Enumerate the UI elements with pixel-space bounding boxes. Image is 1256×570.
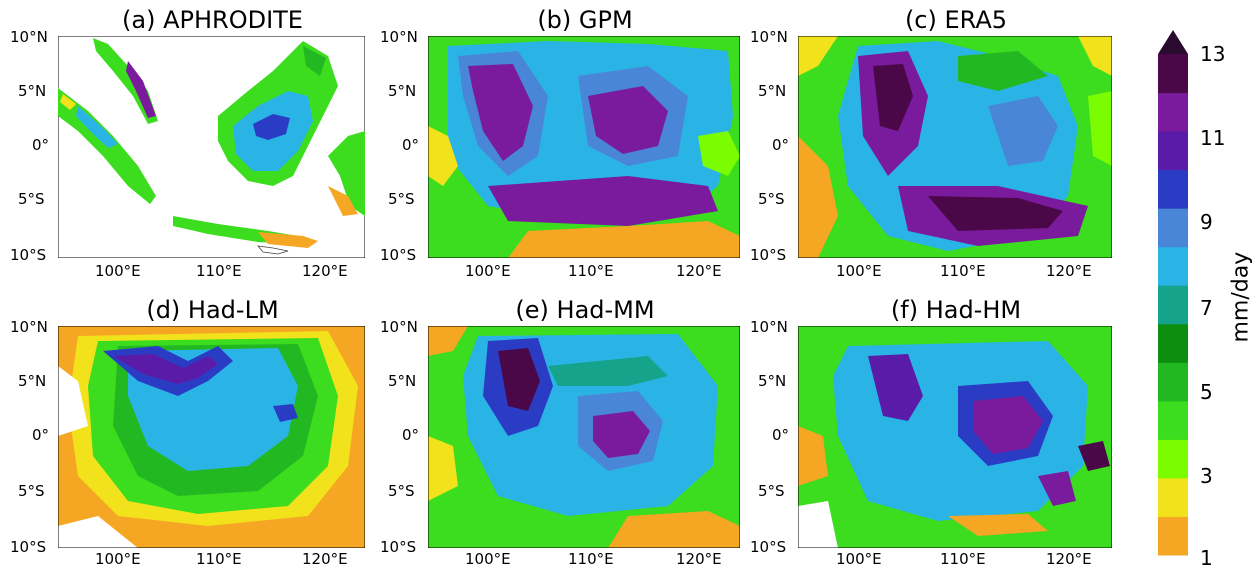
colorbar-segment [1158,92,1188,132]
lat-tick: 10°S [750,538,787,556]
lon-tick: 110°E [196,262,242,280]
lat-tick: 5°S [758,190,785,208]
colorbar-tick: 7 [1200,296,1213,320]
colorbar-segment [1158,516,1188,556]
colorbar-tick: 3 [1200,464,1213,488]
lat-tick: 5°N [758,82,787,100]
lon-tick: 100°E [836,550,882,568]
lat-tick: 5°S [758,482,785,500]
colorbar [1158,30,1188,560]
lat-tick: 5°S [388,482,415,500]
lat-tick: 5°S [18,190,45,208]
lon-tick: 110°E [568,550,614,568]
lat-tick: 0° [402,136,420,154]
lat-tick: 0° [772,136,790,154]
panel-a-title: (a) APHRODITE [122,6,303,34]
lon-tick: 100°E [465,262,511,280]
lon-tick: 110°E [940,550,986,568]
lon-tick: 110°E [196,550,242,568]
lon-tick: 110°E [568,262,614,280]
colorbar-segment [1158,323,1188,363]
map-panel-d [58,326,365,548]
panel-d-title: (d) Had-LM [146,296,279,324]
lat-tick: 10°S [10,246,47,264]
colorbar-label: mm/day [1228,251,1254,343]
colorbar-tick: 11 [1200,126,1226,150]
lat-tick: 10°N [10,318,48,336]
lon-tick: 120°E [676,550,722,568]
colorbar-tick: 9 [1200,210,1213,234]
lon-tick: 100°E [836,262,882,280]
colorbar-segment [1158,285,1188,325]
colorbar-segment [1158,208,1188,248]
lat-tick: 5°N [388,372,417,390]
colorbar-segment [1158,362,1188,402]
map-panel-a [58,36,365,258]
lat-tick: 10°S [380,246,417,264]
lat-tick: 10°N [10,28,48,46]
lat-tick: 10°N [380,318,418,336]
colorbar-tick: 1 [1200,546,1213,570]
lon-tick: 120°E [1046,550,1092,568]
lon-tick: 120°E [676,262,722,280]
colorbar-segment [1158,131,1188,171]
colorbar-tick: 5 [1200,380,1213,404]
lat-tick: 0° [32,136,50,154]
colorbar-segment [1158,400,1188,440]
lat-tick: 5°N [18,82,47,100]
lat-tick: 5°N [758,372,787,390]
lat-tick: 10°S [750,246,787,264]
panel-c-title: (c) ERA5 [904,6,1008,34]
lat-tick: 5°S [388,190,415,208]
map-panel-e [428,326,740,548]
panel-f-title: (f) Had-HM [890,296,1022,324]
lat-tick: 10°N [750,28,788,46]
map-panel-f [798,326,1112,548]
map-panel-c [798,36,1112,258]
colorbar-segment [1158,439,1188,479]
colorbar-segment [1158,477,1188,517]
lat-tick: 10°N [380,28,418,46]
colorbar-segment [1158,54,1188,94]
lon-tick: 100°E [95,550,141,568]
map-panel-b [428,36,740,258]
colorbar-segment [1158,169,1188,209]
lon-tick: 110°E [940,262,986,280]
lat-tick: 10°S [380,538,417,556]
lat-tick: 0° [772,426,790,444]
lat-tick: 5°S [18,482,45,500]
lon-tick: 120°E [1046,262,1092,280]
lat-tick: 0° [402,426,420,444]
lat-tick: 5°N [388,82,417,100]
colorbar-tick: 13 [1200,42,1226,66]
lon-tick: 100°E [95,262,141,280]
panel-e-title: (e) Had-MM [515,296,655,324]
lon-tick: 120°E [302,550,348,568]
lat-tick: 10°S [10,538,47,556]
lat-tick: 5°N [18,372,47,390]
lon-tick: 120°E [302,262,348,280]
lat-tick: 10°N [750,318,788,336]
colorbar-extend-triangle [1158,30,1188,54]
colorbar-segment [1158,246,1188,286]
panel-b-title: (b) GPM [537,6,633,34]
lon-tick: 100°E [465,550,511,568]
lat-tick: 0° [32,426,50,444]
